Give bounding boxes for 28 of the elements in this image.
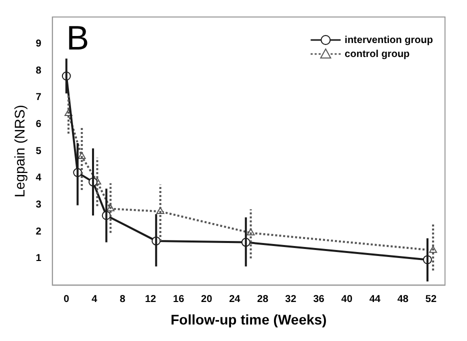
x-tick-label: 0 — [64, 294, 70, 305]
y-tick-label: 2 — [36, 226, 42, 238]
x-tick-label: 44 — [369, 294, 381, 305]
y-tick-label: 6 — [36, 119, 42, 130]
y-tick-label: 3 — [36, 199, 42, 210]
annotation: B — [66, 19, 90, 58]
x-tick-label: 12 — [144, 294, 157, 305]
y-axis-title: Legpain (NRS) — [11, 104, 28, 198]
x-tick-label: 36 — [313, 294, 325, 305]
x-tick-label: 20 — [201, 294, 213, 305]
x-tick-label: 4 — [92, 294, 98, 305]
x-tick-label: 40 — [341, 294, 353, 305]
y-tick-label: 9 — [36, 38, 42, 50]
y-tick-label: 4 — [36, 172, 42, 184]
x-tick-label: 24 — [229, 294, 241, 305]
x-tick-label: 16 — [173, 294, 185, 305]
legend-label: intervention group — [344, 34, 434, 46]
x-tick-label: 28 — [257, 294, 269, 305]
x-tick-label: 52 — [425, 294, 437, 305]
x-tick-label: 32 — [285, 294, 297, 305]
y-tick-label: 1 — [36, 253, 42, 264]
x-tick-label: 8 — [120, 294, 126, 305]
x-tick-label: 48 — [397, 294, 409, 305]
y-tick-label: 7 — [36, 92, 42, 104]
legend-label: control group — [344, 48, 410, 60]
y-tick-label: 8 — [36, 65, 42, 76]
y-tick-label: 5 — [36, 146, 42, 157]
x-axis-title: Follow-up time (Weeks) — [170, 311, 327, 328]
